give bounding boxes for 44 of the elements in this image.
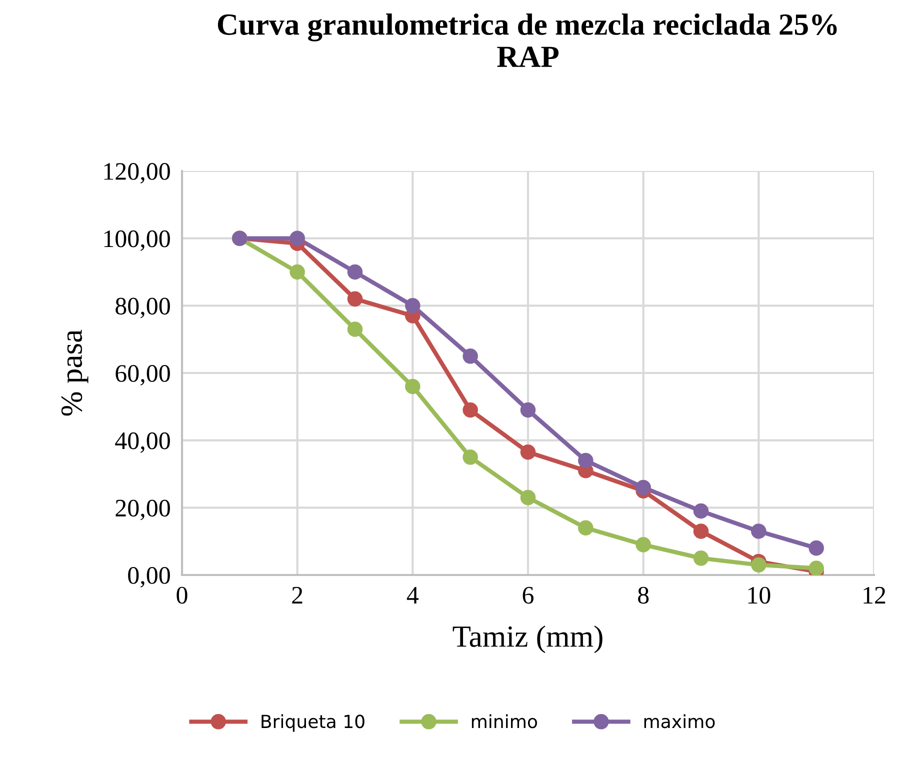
point (520, 444, 536, 460)
point (808, 540, 824, 556)
chart-title: Curva granulometrica de mezcla reciclada 25% RAP (218, 13, 837, 67)
point (751, 524, 766, 539)
legend-label: minimo (472, 714, 538, 728)
point (462, 450, 478, 465)
y-tick-label: 100,00 (104, 230, 170, 251)
x-axis-title: Tamiz (mm) (452, 625, 602, 654)
point (578, 452, 594, 468)
point (693, 503, 709, 519)
y-tick-label: 0,00 (128, 567, 170, 588)
point (290, 264, 305, 280)
x-tick-label: 12 (864, 586, 886, 604)
y-tick-label: 40,00 (115, 432, 170, 453)
point (290, 230, 305, 246)
x-tick-label: 6 (522, 586, 534, 604)
x-tick-label: 2 (292, 586, 302, 604)
point (520, 490, 536, 506)
point (347, 322, 363, 337)
point (636, 480, 651, 496)
point (578, 520, 594, 536)
point (347, 291, 363, 307)
legend-label: Briqueta 10 (262, 714, 364, 732)
y-tick-label: 120,00 (104, 163, 170, 184)
y-tick-label: 60,00 (116, 365, 170, 386)
point (347, 264, 363, 280)
point (751, 557, 766, 573)
point (693, 524, 709, 539)
point (405, 298, 420, 314)
x-tick-label: 4 (406, 587, 419, 604)
y-tick-label: 80,00 (116, 298, 170, 318)
point (462, 348, 478, 364)
legend-label: maximo (644, 714, 715, 728)
x-tick-label: 10 (748, 586, 770, 604)
x-tick-label: 0 (176, 586, 188, 604)
point (462, 402, 478, 418)
y-axis-title: % pasa (61, 330, 88, 416)
point (808, 560, 824, 575)
point (520, 402, 536, 418)
point (636, 537, 651, 552)
y-tick-label: 20,00 (116, 500, 170, 520)
point (693, 550, 709, 566)
x-tick-label: 8 (638, 586, 649, 604)
point (405, 378, 420, 394)
